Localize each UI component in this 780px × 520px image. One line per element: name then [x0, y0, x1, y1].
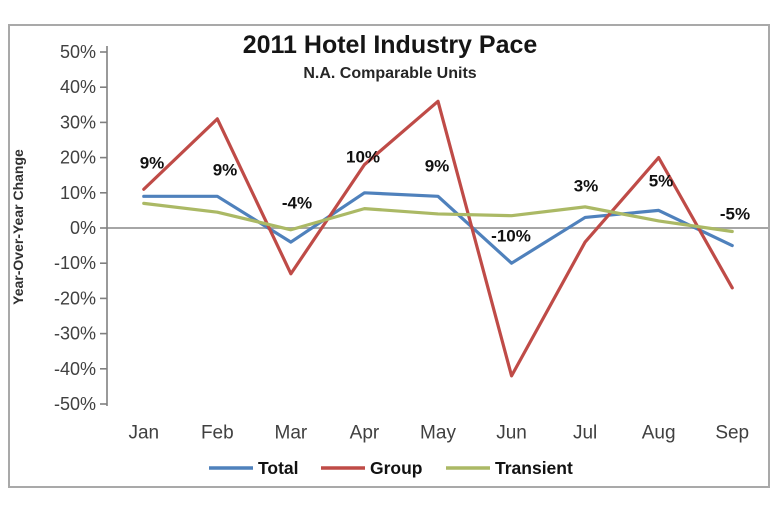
data-label: -5% [720, 205, 750, 224]
y-tick-label: -30% [54, 324, 96, 344]
series-line-total [142, 191, 734, 265]
chart-title: 2011 Hotel Industry Pace [242, 31, 538, 59]
data-label: -10% [491, 227, 531, 246]
x-tick-label: Jun [496, 423, 527, 444]
x-tick-label: Jan [128, 423, 159, 444]
y-tick-label: -40% [54, 359, 96, 379]
y-tick-label: 20% [60, 148, 96, 168]
legend-label-total: Total [258, 458, 299, 478]
series-line-transient [142, 201, 734, 234]
x-tick-label: Feb [201, 423, 234, 444]
y-tick-label: -50% [54, 394, 96, 414]
y-tick-label: -20% [54, 288, 96, 308]
x-tick-label: May [420, 423, 456, 444]
data-label: 5% [649, 172, 674, 191]
y-tick-label: 10% [60, 183, 96, 203]
series-line-group [142, 99, 734, 378]
x-tick-label: Sep [715, 423, 749, 444]
data-label: 9% [140, 154, 165, 173]
data-label: 9% [425, 157, 450, 176]
x-tick-label: Mar [275, 423, 308, 444]
y-tick-label: 0% [70, 218, 96, 238]
legend-label-transient: Transient [495, 458, 573, 478]
legend-label-group: Group [370, 458, 423, 478]
x-tick-label: Jul [573, 423, 597, 444]
y-tick-label: 40% [60, 77, 96, 97]
data-label: 9% [213, 161, 238, 180]
x-tick-label: Apr [350, 423, 380, 444]
data-label: 10% [346, 148, 380, 167]
y-tick-label: 30% [60, 112, 96, 132]
y-tick-label: 50% [60, 42, 96, 62]
chart-frame [8, 24, 770, 488]
data-label: -4% [282, 194, 312, 213]
y-tick-label: -10% [54, 253, 96, 273]
data-label: 3% [574, 177, 599, 196]
y-axis-title: Year-Over-Year Change [10, 149, 26, 305]
chart-subtitle: N.A. Comparable Units [303, 65, 477, 82]
x-tick-label: Aug [642, 423, 676, 444]
